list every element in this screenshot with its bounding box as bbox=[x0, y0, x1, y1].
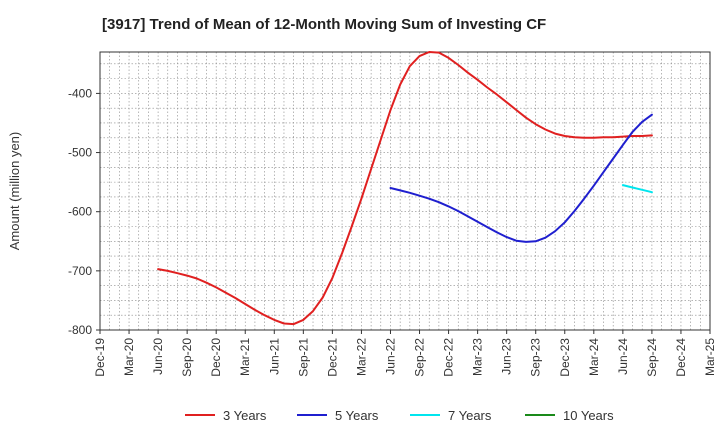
plot-area-border bbox=[99, 51, 711, 331]
legend-label-3-years: 3 Years bbox=[223, 408, 267, 423]
x-tick-label: Mar-21 bbox=[238, 338, 252, 376]
x-axis: Dec-19 Mar-20 Jun-20 Sep-20 Dec-20 Mar-21 Jun-… bbox=[93, 330, 717, 377]
legend: 3 Years 5 Years 7 Years 10 Years bbox=[185, 408, 614, 423]
series-line-3-years bbox=[157, 51, 653, 326]
legend-label-7-years: 7 Years bbox=[448, 408, 492, 423]
x-tick-label: Dec-23 bbox=[558, 338, 572, 377]
legend-label-10-years: 10 Years bbox=[563, 408, 614, 423]
series-lines bbox=[157, 51, 653, 326]
series-line-7-years bbox=[621, 184, 653, 194]
x-tick-label: Sep-21 bbox=[296, 338, 310, 377]
x-tick-label: Mar-25 bbox=[703, 338, 717, 376]
x-tick-label: Mar-24 bbox=[587, 338, 601, 376]
x-tick-label: Dec-19 bbox=[93, 338, 107, 377]
chart-title: [3917] Trend of Mean of 12-Month Moving … bbox=[102, 16, 546, 33]
y-tick-label: -600 bbox=[68, 205, 92, 219]
x-tick-label: Jun-24 bbox=[616, 338, 630, 375]
x-tick-label: Sep-22 bbox=[413, 338, 427, 377]
x-tick-label: Mar-20 bbox=[122, 338, 136, 376]
x-tick-label: Mar-22 bbox=[354, 338, 368, 376]
y-axis: -800 -700 -600 -500 -400 bbox=[68, 86, 100, 337]
series-line-5-years bbox=[389, 113, 653, 243]
x-tick-label: Dec-22 bbox=[442, 338, 456, 377]
x-tick-label: Sep-24 bbox=[645, 338, 659, 377]
x-tick-label: Dec-20 bbox=[209, 338, 223, 377]
y-axis-label: Amount (million yen) bbox=[7, 132, 22, 251]
x-tick-label: Jun-21 bbox=[267, 338, 281, 375]
x-tick-label: Dec-24 bbox=[674, 338, 688, 377]
grid-lines bbox=[100, 52, 710, 330]
x-tick-label: Sep-23 bbox=[529, 338, 543, 377]
x-tick-label: Jun-22 bbox=[383, 338, 397, 375]
legend-label-5-years: 5 Years bbox=[335, 408, 379, 423]
x-tick-label: Jun-23 bbox=[500, 338, 514, 375]
y-tick-label: -700 bbox=[68, 264, 92, 278]
y-tick-label: -400 bbox=[68, 86, 92, 100]
y-tick-label: -800 bbox=[68, 323, 92, 337]
x-tick-label: Sep-20 bbox=[180, 338, 194, 377]
y-tick-label: -500 bbox=[68, 146, 92, 160]
x-tick-label: Mar-23 bbox=[471, 338, 485, 376]
x-tick-label: Dec-21 bbox=[325, 338, 339, 377]
x-tick-label: Jun-20 bbox=[151, 338, 165, 375]
